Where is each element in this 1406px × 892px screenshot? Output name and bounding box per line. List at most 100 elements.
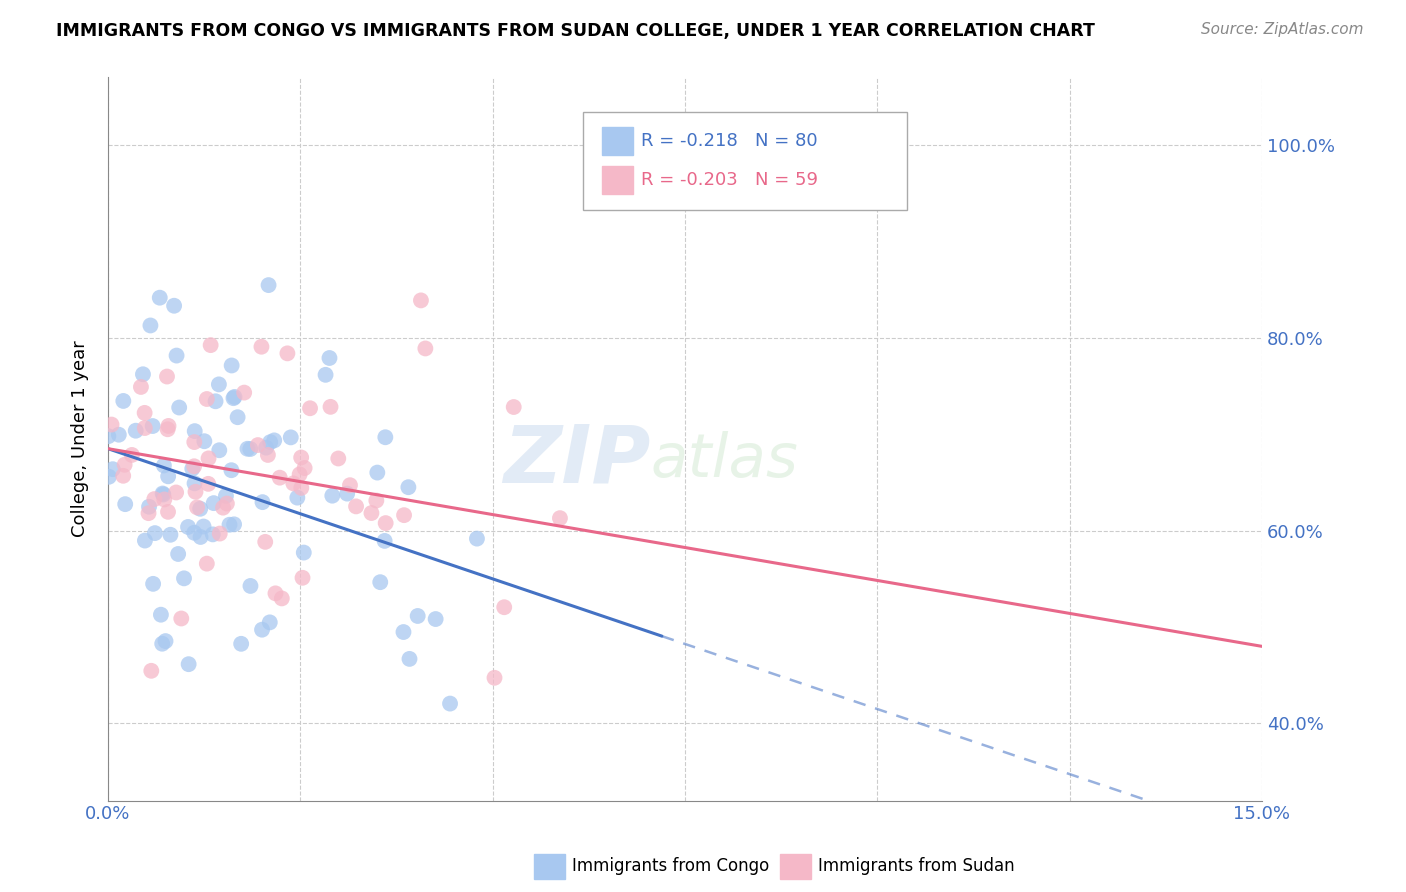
Point — [134, 406, 156, 420]
Point — [366, 493, 388, 508]
Point — [201, 527, 224, 541]
Point — [231, 637, 253, 651]
Point — [183, 435, 205, 450]
Point — [97, 469, 120, 483]
Point — [173, 571, 195, 585]
Point — [166, 349, 188, 363]
Point — [215, 496, 238, 510]
Point — [252, 495, 274, 509]
Point — [152, 487, 174, 501]
Point — [155, 634, 177, 648]
Point — [149, 291, 172, 305]
Point — [167, 547, 190, 561]
Point — [398, 652, 420, 666]
Point — [101, 462, 124, 476]
Point — [315, 368, 337, 382]
Point — [121, 448, 143, 462]
Point — [294, 461, 316, 475]
Point — [208, 526, 231, 541]
Point — [290, 450, 312, 465]
Point — [392, 625, 415, 640]
Point — [276, 346, 298, 360]
Point — [218, 517, 240, 532]
Point — [208, 443, 231, 458]
Point — [396, 480, 419, 494]
Point — [188, 501, 211, 516]
Point — [239, 579, 262, 593]
Point — [221, 359, 243, 373]
Text: R = -0.203   N = 59: R = -0.203 N = 59 — [641, 171, 818, 189]
Point — [263, 434, 285, 448]
Point — [212, 500, 235, 515]
Point — [141, 664, 163, 678]
Point — [153, 458, 176, 473]
Point — [183, 476, 205, 491]
Point — [239, 442, 262, 456]
Point — [328, 451, 350, 466]
Point — [165, 485, 187, 500]
Point — [143, 526, 166, 541]
Point — [259, 615, 281, 630]
Text: ZIP: ZIP — [503, 422, 651, 500]
Point — [292, 545, 315, 559]
Point — [246, 438, 269, 452]
Point — [250, 340, 273, 354]
Point — [415, 342, 437, 356]
Point — [221, 463, 243, 477]
Point — [112, 468, 135, 483]
Point — [288, 467, 311, 482]
Text: IMMIGRANTS FROM CONGO VS IMMIGRANTS FROM SUDAN COLLEGE, UNDER 1 YEAR CORRELATION: IMMIGRANTS FROM CONGO VS IMMIGRANTS FROM… — [56, 22, 1095, 40]
Point — [208, 377, 231, 392]
Point — [125, 424, 148, 438]
Point — [112, 393, 135, 408]
Point — [204, 394, 226, 409]
Point — [222, 517, 245, 532]
Point — [195, 557, 218, 571]
Point — [336, 486, 359, 500]
Point — [502, 400, 524, 414]
Point — [197, 451, 219, 466]
Point — [142, 577, 165, 591]
Point — [374, 516, 396, 530]
Point — [138, 506, 160, 520]
Point — [280, 430, 302, 444]
Point — [181, 461, 204, 475]
Point — [236, 442, 259, 456]
Point — [97, 429, 120, 443]
Point — [233, 385, 256, 400]
Point — [193, 434, 215, 449]
Point — [129, 380, 152, 394]
Point — [163, 299, 186, 313]
Point — [143, 492, 166, 507]
Point — [114, 497, 136, 511]
Point — [139, 318, 162, 333]
Point — [283, 476, 305, 491]
Point — [257, 278, 280, 293]
Point — [224, 390, 246, 404]
Point — [270, 591, 292, 606]
Point — [339, 478, 361, 492]
Point — [484, 671, 506, 685]
Point — [321, 489, 343, 503]
Point — [142, 419, 165, 434]
Point — [285, 491, 308, 505]
Point — [156, 422, 179, 436]
Point — [200, 338, 222, 352]
Point — [107, 427, 129, 442]
Point — [257, 448, 280, 462]
Point — [134, 421, 156, 435]
Point — [392, 508, 415, 523]
Point — [344, 500, 367, 514]
Point — [318, 351, 340, 365]
Point — [177, 520, 200, 534]
Point — [167, 401, 190, 415]
Point — [183, 525, 205, 540]
Point — [360, 506, 382, 520]
Point — [254, 534, 277, 549]
Point — [197, 476, 219, 491]
Point — [319, 400, 342, 414]
Point — [114, 458, 136, 472]
Point — [374, 430, 396, 444]
Point — [222, 391, 245, 405]
Point — [406, 609, 429, 624]
